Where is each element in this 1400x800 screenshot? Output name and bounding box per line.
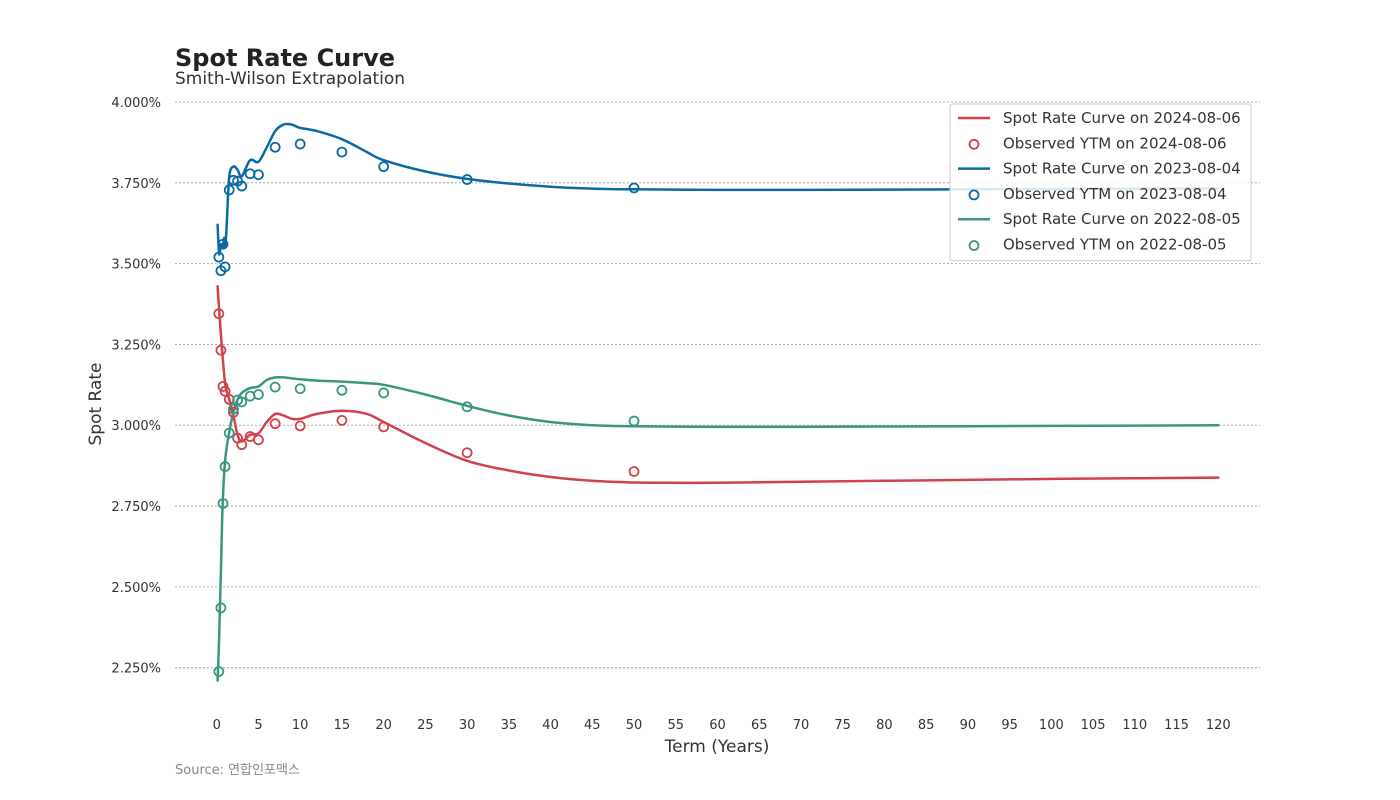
legend-label: Spot Rate Curve on 2022-08-05 (1003, 210, 1241, 228)
observed-ytm-point (378, 161, 390, 173)
x-tick-label: 10 (292, 718, 309, 733)
y-tick-label: 2.500% (111, 581, 161, 596)
x-tick-label: 45 (584, 718, 601, 733)
x-tick-label: 65 (751, 718, 768, 733)
x-tick-label: 60 (709, 718, 726, 733)
legend: Spot Rate Curve on 2024-08-06 Observed YT… (949, 103, 1252, 262)
legend-marker-swatch (968, 189, 980, 201)
chart-title: Spot Rate Curve (175, 44, 395, 72)
observed-ytm-point (294, 420, 306, 432)
observed-ytm-point (219, 261, 231, 273)
observed-ytm-point (213, 666, 225, 677)
observed-ytm-point (217, 498, 229, 509)
y-tick-label: 3.500% (111, 258, 161, 273)
y-axis-label: Spot Rate (86, 362, 106, 445)
y-tick-label: 2.750% (111, 500, 161, 515)
x-tick-label: 40 (542, 718, 559, 733)
observed-ytm-point (215, 344, 227, 356)
observed-ytm-point (378, 421, 390, 433)
legend-marker-swatch (968, 240, 980, 251)
legend-label: Observed YTM on 2023-08-04 (1003, 185, 1227, 203)
observed-ytm-point (628, 415, 640, 427)
x-tick-label: 15 (334, 718, 351, 733)
y-tick-label: 3.000% (111, 419, 161, 434)
spot-rate-curve-line (216, 284, 1220, 485)
observed-ytm-point (336, 414, 348, 426)
observed-ytm-point (236, 396, 248, 408)
x-tick-label: 105 (1081, 718, 1106, 733)
spot-rate-curve-line (216, 122, 1220, 256)
observed-ytm-point (223, 427, 235, 439)
chart-subtitle: Smith-Wilson Extrapolation (175, 69, 405, 89)
x-tick-label: 55 (667, 718, 684, 733)
x-tick-label: 90 (960, 718, 977, 733)
y-tick-label: 4.000% (111, 96, 161, 111)
x-tick-label: 100 (1039, 718, 1064, 733)
observed-ytm-point (213, 308, 225, 320)
observed-ytm-point (215, 602, 227, 614)
legend-label: Spot Rate Curve on 2023-08-04 (1003, 160, 1241, 178)
x-tick-label: 35 (501, 718, 518, 733)
x-tick-label: 115 (1164, 718, 1189, 733)
x-tick-label: 75 (834, 718, 851, 733)
observed-ytm-point (628, 182, 640, 194)
observed-ytm-point (461, 401, 473, 413)
x-tick-label: 50 (626, 718, 643, 733)
observed-ytm-point (378, 387, 390, 399)
legend-label: Observed YTM on 2024-08-06 (1003, 134, 1227, 152)
observed-ytm-point (461, 447, 473, 459)
x-tick-label: 30 (459, 718, 476, 733)
legend-label: Spot Rate Curve on 2024-08-06 (1003, 109, 1241, 127)
x-tick-label: 0 (213, 718, 221, 733)
observed-ytm-point (336, 146, 348, 158)
spot-rate-curve-line (216, 375, 1220, 682)
legend-marker-swatch (968, 138, 980, 150)
observed-ytm-point (269, 418, 281, 430)
observed-ytm-point (269, 381, 281, 393)
observed-ytm-point (461, 174, 473, 185)
x-tick-label: 80 (876, 718, 893, 733)
legend-label: Observed YTM on 2022-08-05 (1003, 236, 1227, 254)
observed-ytm-point (217, 381, 229, 392)
x-tick-label: 5 (254, 718, 262, 733)
y-tick-label: 3.250% (111, 338, 161, 353)
observed-ytm-point (244, 390, 256, 402)
observed-ytm-point (336, 384, 348, 396)
observed-ytm-point (228, 174, 239, 186)
observed-ytm-point (228, 406, 239, 418)
legend-box (949, 103, 1252, 262)
x-tick-label: 85 (918, 718, 935, 733)
y-tick-label: 3.750% (111, 177, 161, 192)
y-tick-label: 2.250% (111, 662, 161, 677)
x-axis-ticks: 0 5 10 15 20 25 30 35 40 45 50 55 60 65 70 75 80 85 90 95 10… (213, 718, 1231, 733)
observed-ytm-point (228, 403, 239, 415)
observed-ytm-point (294, 138, 306, 150)
x-tick-label: 20 (375, 718, 392, 733)
x-tick-label: 110 (1122, 718, 1147, 733)
x-tick-label: 120 (1206, 718, 1231, 733)
observed-ytm-point (628, 466, 640, 477)
y-axis-ticks: 2.250% 2.500% 2.750% 3.000% 3.250% 3.500% 3.75… (111, 96, 161, 677)
observed-ytm-point (253, 389, 264, 400)
series-layer (213, 122, 1220, 682)
observed-ytm-point (219, 461, 231, 473)
observed-ytm-point (269, 141, 281, 153)
x-tick-label: 70 (793, 718, 810, 733)
observed-ytm-point (217, 238, 229, 250)
observed-ytm-point (253, 169, 264, 181)
observed-ytm-point (253, 434, 264, 446)
observed-ytm-point (294, 383, 306, 395)
x-tick-label: 95 (1001, 718, 1018, 733)
observed-ytm-point (213, 251, 225, 263)
observed-ytm-point (236, 180, 248, 192)
observed-ytm-point (236, 439, 248, 451)
source-note: Source: 연합인포맥스 (175, 763, 300, 778)
x-axis-label: Term (Years) (664, 737, 770, 757)
observed-ytm-point (223, 184, 235, 196)
x-tick-label: 25 (417, 718, 434, 733)
observed-ytm-point (219, 385, 231, 397)
